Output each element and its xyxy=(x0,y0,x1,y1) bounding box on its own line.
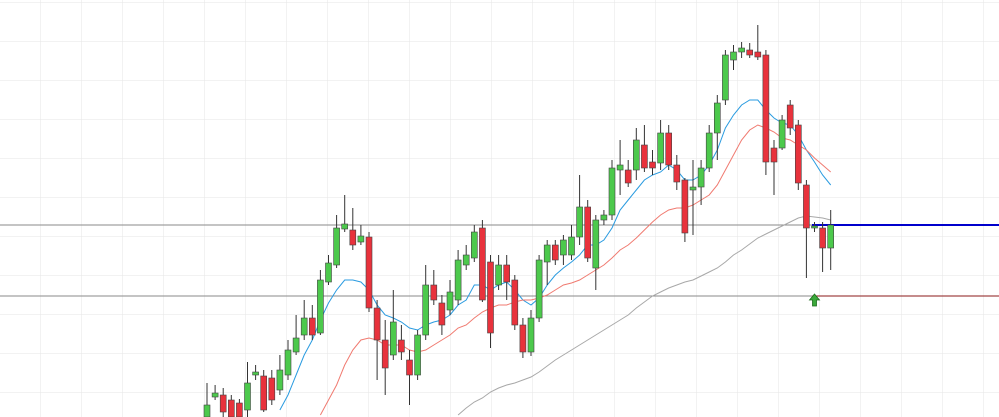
candle-body xyxy=(786,104,794,129)
candle-body xyxy=(446,291,454,311)
candle-body xyxy=(284,349,292,376)
candle-body xyxy=(244,382,251,411)
candle-body xyxy=(665,132,673,166)
candle-body xyxy=(228,399,235,417)
candle-body xyxy=(738,47,745,53)
candle-body xyxy=(754,51,762,58)
candle-body xyxy=(697,167,705,188)
candle-body xyxy=(600,214,608,221)
candle-body xyxy=(349,229,357,246)
candle-body xyxy=(657,132,664,164)
candle-body xyxy=(722,54,729,101)
candle-body xyxy=(333,227,340,266)
candle-body xyxy=(730,51,737,61)
candle-body xyxy=(649,161,656,169)
candle-body xyxy=(203,404,211,417)
candle-body xyxy=(811,225,818,229)
candle-body xyxy=(219,394,227,413)
candle-body xyxy=(673,164,681,183)
candle-body xyxy=(373,307,381,341)
candle-body xyxy=(414,334,421,376)
candle-body xyxy=(389,321,397,356)
candle-body xyxy=(236,402,243,417)
candle-body xyxy=(527,317,535,353)
candle-body xyxy=(681,179,689,234)
candle-body xyxy=(211,392,219,398)
candle-body xyxy=(770,147,778,163)
candle-body xyxy=(713,102,721,134)
candle-body xyxy=(300,317,308,336)
candle-body xyxy=(576,206,583,238)
candle-body xyxy=(398,339,405,353)
candle-body xyxy=(422,284,430,336)
candle-body xyxy=(268,377,276,401)
candle-body xyxy=(616,164,624,171)
candle-body xyxy=(519,324,527,353)
candle-body xyxy=(560,239,567,256)
candle-body xyxy=(276,369,284,391)
candle-body xyxy=(381,339,389,369)
moving-average xyxy=(319,124,832,416)
candle-body xyxy=(827,224,835,249)
candle-body xyxy=(252,371,259,376)
signal-arrow xyxy=(808,293,821,307)
candle-body xyxy=(317,279,324,334)
candle-body xyxy=(608,167,616,216)
candle-body xyxy=(568,236,575,256)
candle-body xyxy=(819,227,826,249)
candle-body xyxy=(511,279,519,326)
candle-body xyxy=(495,264,502,286)
candle-body xyxy=(641,144,648,169)
candle-body xyxy=(778,119,786,149)
candle-body xyxy=(632,139,640,171)
candle-body xyxy=(260,375,268,411)
candle-body xyxy=(487,261,494,334)
moving-average xyxy=(457,215,831,416)
candle-body xyxy=(325,262,332,283)
candle-body xyxy=(479,227,486,301)
candle-body xyxy=(535,259,543,319)
candle-body xyxy=(462,254,470,266)
candle-body xyxy=(292,337,300,353)
candle-body xyxy=(406,359,413,376)
candle-body xyxy=(470,231,478,259)
candle-body xyxy=(308,317,316,336)
candle-body xyxy=(341,223,349,230)
candle-body xyxy=(551,244,559,261)
candle-body xyxy=(592,219,600,269)
candle-body xyxy=(689,186,697,191)
candle-body xyxy=(803,184,810,229)
candle-body xyxy=(543,244,551,263)
candle-body xyxy=(794,124,802,184)
candle-body xyxy=(454,259,462,301)
candle-body xyxy=(746,49,754,56)
candle-body xyxy=(503,264,511,283)
candle-body xyxy=(365,236,373,309)
candle-body xyxy=(357,235,365,243)
candle-body xyxy=(762,54,770,163)
candle-body xyxy=(584,206,592,259)
candle-body xyxy=(430,284,438,301)
candle-body xyxy=(705,132,713,169)
candle-body xyxy=(438,302,446,326)
candle-body xyxy=(624,169,632,184)
